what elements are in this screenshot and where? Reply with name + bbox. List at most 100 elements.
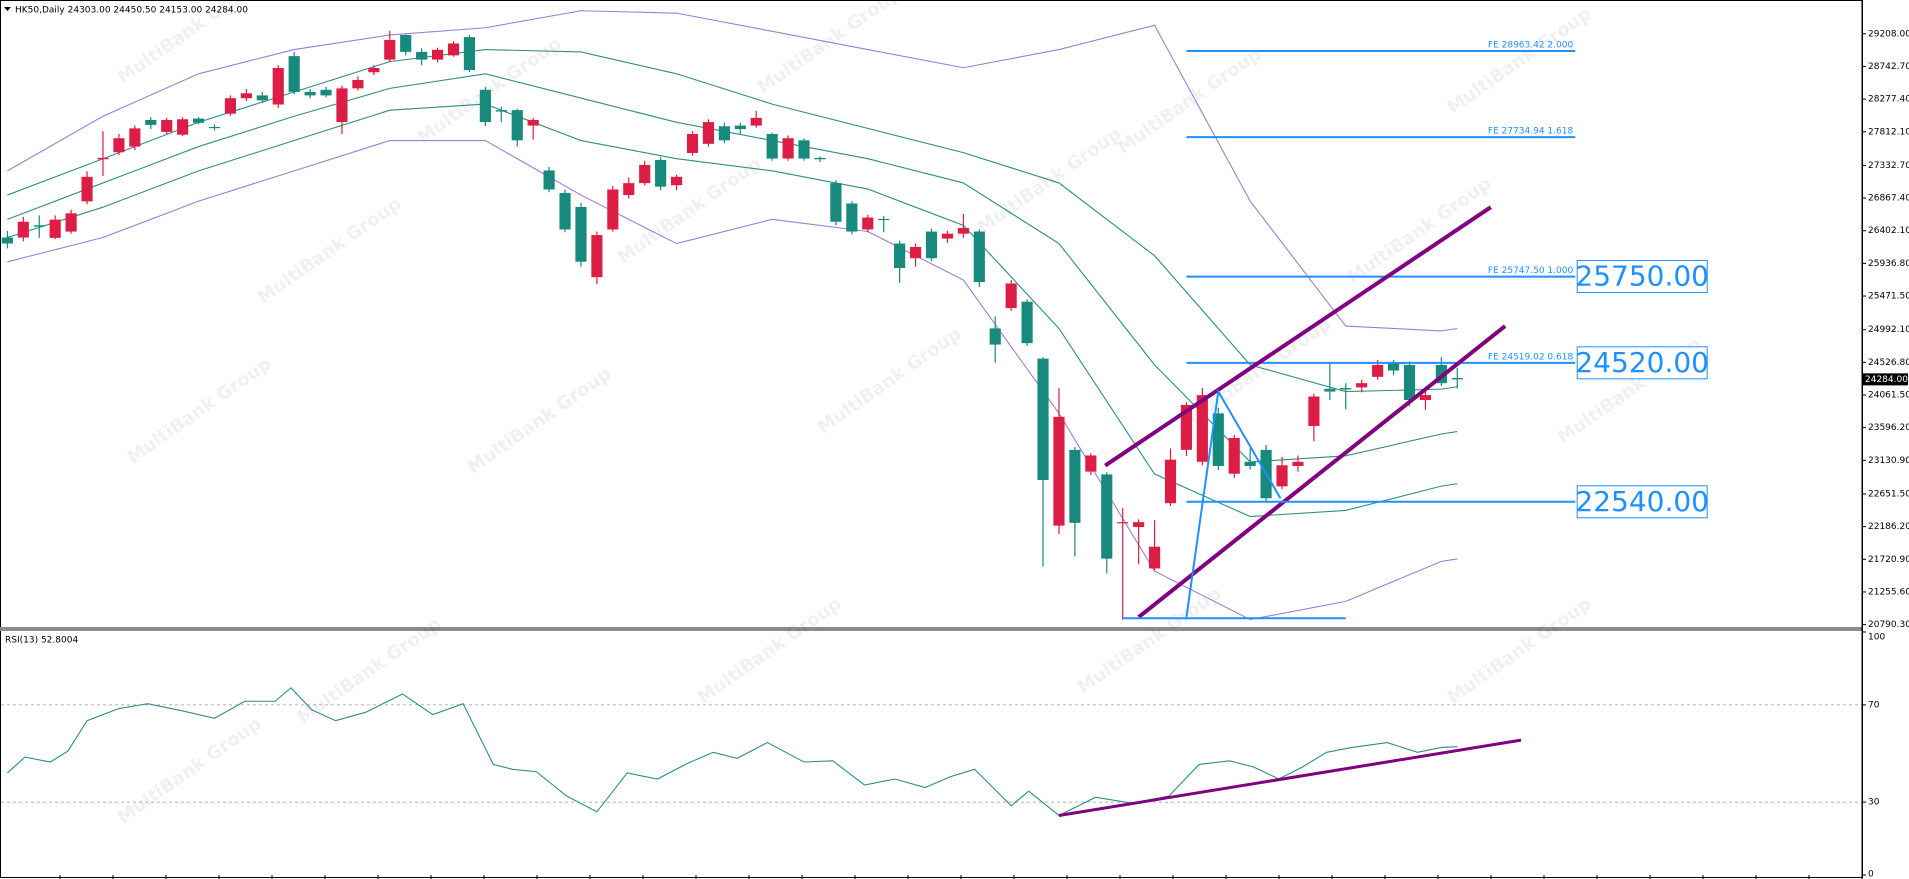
fib-level-label: FE 24519.02 0.618 bbox=[1488, 352, 1574, 362]
candle-body bbox=[957, 228, 969, 234]
candle-body bbox=[65, 213, 77, 232]
candle-body bbox=[463, 37, 476, 71]
candle-body bbox=[1419, 395, 1432, 401]
price-box bbox=[1576, 259, 1708, 293]
rsi-tick-label: 0 bbox=[1868, 870, 1874, 879]
y-tick-label: 26867.40 bbox=[1868, 194, 1909, 204]
candle-body bbox=[543, 170, 555, 190]
price-box-label: 24520.00 bbox=[1575, 346, 1709, 379]
frame bbox=[0, 0, 1863, 878]
candle-body bbox=[1101, 474, 1113, 559]
candle-body bbox=[1451, 378, 1463, 380]
y-tick-label: 27332.70 bbox=[1868, 161, 1909, 171]
candle-body bbox=[352, 79, 364, 89]
price-box bbox=[1576, 485, 1708, 519]
y-tick-label: 22186.20 bbox=[1868, 522, 1909, 532]
candle-body bbox=[1148, 546, 1161, 569]
rsi-tick-label: 30 bbox=[1868, 798, 1880, 808]
candle-body bbox=[1276, 465, 1288, 487]
candle-body bbox=[177, 119, 189, 135]
candle-body bbox=[670, 176, 683, 186]
candle-body bbox=[1340, 388, 1352, 390]
candle-body bbox=[925, 231, 938, 259]
candle-body bbox=[623, 183, 635, 196]
trendline bbox=[1137, 324, 1507, 619]
candle-body bbox=[1085, 455, 1097, 472]
candle-body bbox=[288, 56, 300, 92]
candle-body bbox=[894, 243, 906, 269]
candle-body bbox=[495, 110, 507, 112]
candle-body bbox=[49, 219, 61, 238]
price-pane: FE 28963.42 2.000 FE 27734.94 1.618 FE 257… bbox=[1, 10, 1576, 621]
candle-body bbox=[607, 189, 619, 230]
candle-body bbox=[1403, 364, 1416, 401]
rsi-pane bbox=[1, 687, 1862, 817]
candle-body bbox=[782, 138, 794, 159]
pane-separator bbox=[0, 627, 1862, 631]
candle-body bbox=[304, 91, 316, 96]
band-line bbox=[7, 103, 1458, 518]
candle-body bbox=[1053, 416, 1065, 526]
candle-body bbox=[1308, 396, 1320, 426]
candle-body bbox=[655, 159, 667, 187]
candle-body bbox=[447, 43, 460, 56]
band-line bbox=[7, 139, 1458, 621]
y-tick-label: 21720.90 bbox=[1868, 555, 1909, 565]
candle-body bbox=[1212, 413, 1224, 466]
y-tick-label: 20790.30 bbox=[1868, 620, 1909, 630]
y-tick-label: 26402.10 bbox=[1868, 226, 1909, 236]
y-tick-label: 21255.60 bbox=[1868, 587, 1909, 597]
y-tick-label: 27812.10 bbox=[1868, 127, 1909, 137]
last-price-label: 24284.00 bbox=[1865, 375, 1908, 385]
candle-body bbox=[511, 110, 523, 141]
candle-body bbox=[320, 89, 332, 96]
candle-body bbox=[734, 125, 746, 130]
candle-body bbox=[1372, 364, 1384, 377]
candle-body bbox=[814, 157, 826, 160]
candle-body bbox=[129, 128, 141, 147]
candle-body bbox=[1021, 301, 1033, 344]
candle-body bbox=[750, 117, 762, 126]
band-line bbox=[7, 10, 1458, 332]
candle-body bbox=[1005, 283, 1017, 309]
trendline bbox=[1104, 205, 1492, 468]
candle-body bbox=[1164, 459, 1177, 504]
rsi-title: RSI(13) 52.8004 bbox=[5, 636, 78, 646]
candle-body bbox=[798, 140, 810, 159]
candle-body bbox=[941, 233, 954, 239]
y-tick-label: 22651.50 bbox=[1868, 489, 1909, 499]
candle-body bbox=[224, 98, 237, 114]
trendline bbox=[1185, 388, 1282, 618]
y-tick-label: 23130.90 bbox=[1868, 456, 1909, 466]
candle-body bbox=[240, 93, 252, 99]
candle-body bbox=[81, 176, 93, 202]
candle-body bbox=[527, 119, 539, 126]
candle-body bbox=[639, 164, 651, 184]
candle-body bbox=[1244, 461, 1256, 466]
y-tick-label: 28277.40 bbox=[1868, 95, 1909, 105]
candle-body bbox=[1133, 522, 1145, 528]
rsi-tick-label: 100 bbox=[1868, 633, 1885, 643]
candle-body bbox=[431, 49, 444, 60]
candle-body bbox=[1196, 395, 1208, 462]
y-tick-label: 29208.00 bbox=[1868, 29, 1909, 39]
candle-body bbox=[1037, 358, 1049, 481]
candle-body bbox=[686, 134, 699, 153]
y-tick-label: 25471.50 bbox=[1868, 292, 1909, 302]
candle-body bbox=[973, 231, 985, 283]
y-tick-label: 24992.10 bbox=[1868, 325, 1909, 335]
candle-body bbox=[909, 247, 922, 259]
price-axis: 29208.00 28742.70 28277.40 27812.10 27332.70… bbox=[59, 0, 1909, 879]
candle-body bbox=[416, 51, 428, 60]
candle-body bbox=[384, 39, 396, 60]
candle-body bbox=[702, 122, 715, 144]
y-tick-label: 28742.70 bbox=[1868, 62, 1909, 72]
price-box-label: 22540.00 bbox=[1575, 485, 1709, 518]
candle-body bbox=[1292, 461, 1304, 466]
candle-body bbox=[368, 68, 380, 73]
candle-body bbox=[1356, 383, 1368, 388]
candle-body bbox=[830, 183, 842, 222]
candle-body bbox=[591, 235, 603, 278]
